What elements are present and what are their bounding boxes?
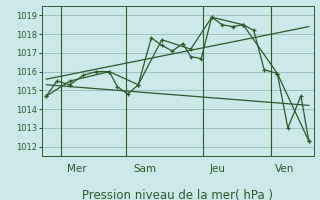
Text: Sam: Sam: [133, 164, 156, 174]
Text: Jeu: Jeu: [209, 164, 225, 174]
Text: Ven: Ven: [275, 164, 294, 174]
Text: Mer: Mer: [68, 164, 87, 174]
Text: Pression niveau de la mer( hPa ): Pression niveau de la mer( hPa ): [82, 189, 273, 200]
